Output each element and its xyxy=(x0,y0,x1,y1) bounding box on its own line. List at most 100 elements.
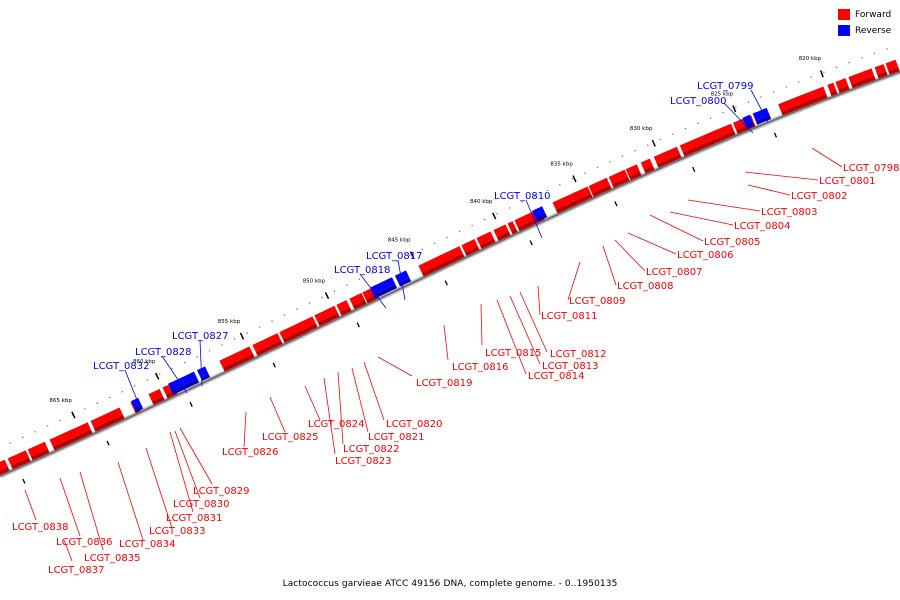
gene-label: LCGT_0822 xyxy=(343,444,400,455)
legend-forward-swatch xyxy=(838,9,850,20)
gene-face xyxy=(640,158,653,170)
gene-side xyxy=(255,340,283,356)
gene-face xyxy=(252,333,281,353)
gene-label: LCGT_0800 xyxy=(670,96,727,107)
gene-label: LCGT_0809 xyxy=(569,296,626,307)
ruler-dot xyxy=(622,155,624,157)
ruler-dot xyxy=(835,66,838,68)
gene-side xyxy=(496,231,511,241)
gene-face xyxy=(0,459,8,471)
gene-leader-line xyxy=(304,385,321,421)
gene-face xyxy=(625,164,640,177)
ruler-dot xyxy=(509,207,511,209)
gene-face xyxy=(588,177,610,194)
gene-label: LCGT_0834 xyxy=(119,539,176,550)
gene-face xyxy=(314,305,338,323)
gene-leader-line xyxy=(723,102,754,134)
gene-face xyxy=(752,107,770,121)
gene-leader-line xyxy=(519,291,548,353)
ruler-dot xyxy=(710,117,712,119)
ruler-dot xyxy=(96,402,98,404)
gene-face xyxy=(835,78,849,90)
gene-leader-line xyxy=(397,259,406,301)
forward-gene-block xyxy=(336,300,352,316)
ruler-dot xyxy=(121,391,123,393)
gene-side xyxy=(0,466,10,475)
gene-leader-line xyxy=(480,303,483,346)
ruler-tick-label: 830 kbp xyxy=(630,126,653,132)
gene-face xyxy=(168,371,198,391)
forward-gene-block xyxy=(7,450,31,470)
ruler-tick xyxy=(819,70,824,78)
gene-side xyxy=(628,171,642,181)
gene-leader-line xyxy=(509,295,541,365)
gene-leader-line xyxy=(747,184,791,196)
gene-label: LCGT_0829 xyxy=(193,486,250,497)
ruler-dot xyxy=(459,230,461,233)
gene-face xyxy=(874,64,887,75)
ruler-dot xyxy=(886,48,888,50)
gene-side xyxy=(611,176,630,188)
ruler-dot xyxy=(34,431,36,433)
reverse-gene-block xyxy=(752,107,772,125)
forward-gene-block xyxy=(679,123,736,157)
track-minor-tick xyxy=(356,322,360,328)
ruler-dot xyxy=(785,86,787,88)
ruler-dot xyxy=(672,133,674,135)
gene-face xyxy=(552,186,591,210)
gene-leader-line xyxy=(496,299,527,375)
gene-face xyxy=(7,450,29,466)
ruler-dot xyxy=(659,138,661,141)
gene-face xyxy=(219,346,253,368)
ruler-dot xyxy=(521,201,523,203)
ruler-dot xyxy=(760,96,762,98)
gene-leader-line xyxy=(744,171,819,181)
chromosome-backbone-line xyxy=(0,71,900,477)
gene-label: LCGT_0803 xyxy=(761,207,818,218)
gene-leader-line xyxy=(124,369,142,411)
gene-label: LCGT_0804 xyxy=(734,221,791,232)
gene-side xyxy=(479,238,496,249)
ruler-dot xyxy=(208,350,211,352)
track-minor-tick xyxy=(529,240,533,246)
gene-label: LCGT_0801 xyxy=(819,176,876,187)
legend-forward: Forward xyxy=(838,9,891,20)
gene-face xyxy=(742,114,753,125)
gene-label: LCGT_0826 xyxy=(222,447,279,458)
forward-gene-block xyxy=(279,316,318,343)
forward-gene-block xyxy=(476,231,496,249)
gene-side xyxy=(643,165,655,174)
ruler-dot xyxy=(810,76,812,78)
forward-gene-block xyxy=(507,221,518,235)
gene-label: LCGT_0828 xyxy=(135,347,192,358)
ruler-dot xyxy=(246,332,248,334)
ruler-dot xyxy=(697,122,699,124)
gene-leader-line xyxy=(525,199,543,239)
gene-label: LCGT_0821 xyxy=(368,432,425,443)
ruler-dot xyxy=(46,425,49,427)
gene-face xyxy=(418,246,463,273)
track-minor-tick xyxy=(444,280,448,286)
ruler-dot xyxy=(823,71,825,73)
gene-side xyxy=(165,392,173,399)
ruler-dot xyxy=(534,195,536,197)
gene-label: LCGT_0832 xyxy=(93,361,150,372)
forward-gene-block xyxy=(418,246,465,277)
ruler-dot xyxy=(433,242,436,244)
track-minor-tick xyxy=(272,362,276,368)
track-minor-tick xyxy=(189,401,193,407)
forward-gene-block xyxy=(0,459,10,475)
gene-label: LCGT_0815 xyxy=(485,348,542,359)
ruler-dot xyxy=(333,290,336,292)
ruler-tick-label: 820 kbp xyxy=(799,56,822,62)
gene-label: LCGT_0827 xyxy=(172,331,229,342)
ruler-dot xyxy=(271,320,273,322)
track-minor-tick xyxy=(692,166,696,172)
ruler-tick-label: 835 kbp xyxy=(550,162,573,168)
gene-leader-line xyxy=(179,427,213,485)
gene-leader-line xyxy=(537,285,541,316)
gene-side xyxy=(200,373,211,381)
ruler-dot xyxy=(684,128,687,130)
